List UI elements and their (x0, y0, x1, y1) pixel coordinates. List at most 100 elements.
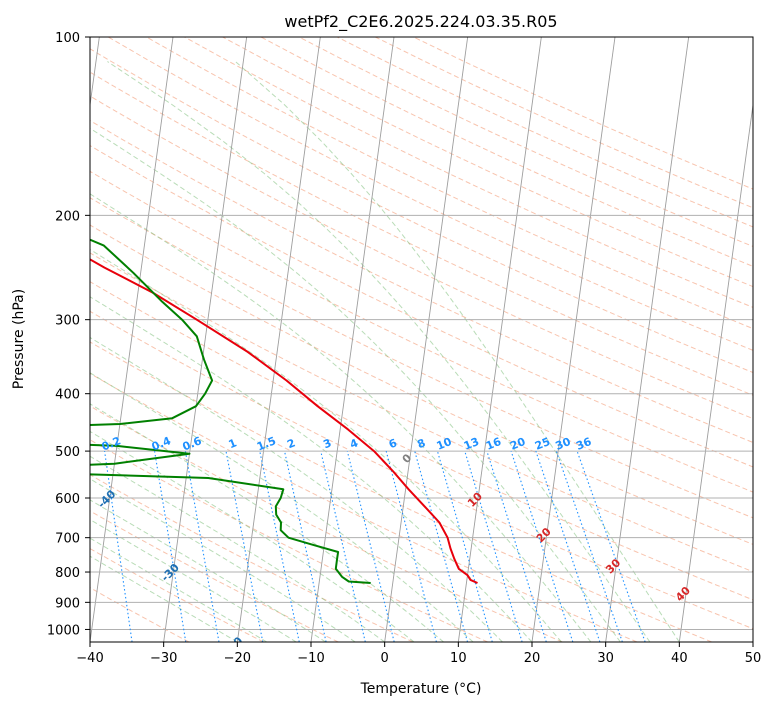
moist-adiabat (90, 127, 621, 642)
dewpoint-profile-line (90, 238, 371, 584)
moist-adiabat (90, 403, 444, 642)
line-label-layer: 0.10.20.40.611.52346810131620253036-100-… (32, 414, 693, 657)
dry-adiabat (90, 71, 753, 396)
mixing-ratio-line (104, 451, 133, 642)
dry-adiabat (90, 281, 753, 601)
x-tick-label: 0 (381, 651, 389, 666)
mixing-ratio-line (385, 450, 437, 642)
mixing-ratio-line (576, 450, 646, 642)
mixing-ratio-line (535, 450, 601, 642)
mixing-ratio-label: 36 (574, 435, 593, 453)
y-tick-label: 200 (55, 209, 80, 224)
background-lines (90, 37, 753, 642)
x-tick-label: −30 (150, 651, 177, 666)
dry-adiabat (375, 37, 753, 209)
isotherm-line (384, 37, 469, 642)
mixing-ratio-line (414, 450, 469, 642)
isotherm-line (90, 37, 174, 642)
isotherm-high-label: 40 (673, 584, 693, 604)
mixing-ratio-line (154, 451, 187, 642)
mixing-ratio-label: 8 (415, 436, 427, 451)
isotherm-label: -40 (95, 487, 118, 510)
y-tick-label: 800 (55, 566, 80, 581)
isotherm-line (605, 37, 690, 642)
x-tick-label: −20 (224, 651, 251, 666)
moist-adiabat (90, 555, 238, 642)
isotherm-line (90, 37, 100, 109)
dry-adiabat (90, 439, 488, 642)
dry-adiabat (90, 548, 264, 642)
y-tick-label: 100 (55, 31, 80, 46)
y-tick-label: 300 (55, 314, 80, 329)
plot-frame (89, 36, 754, 643)
dry-adiabat (90, 48, 753, 374)
mixing-ratio-label: 1 (227, 436, 239, 451)
dry-adiabat (90, 119, 753, 443)
x-tick-label: −10 (297, 651, 324, 666)
dry-adiabat (146, 37, 753, 330)
x-tick-label: 20 (524, 651, 541, 666)
y-axis-label: Pressure (hPa) (11, 289, 27, 389)
y-tick-label: 600 (55, 492, 80, 507)
mixing-ratio-line (555, 450, 623, 642)
x-tick-label: 30 (597, 651, 614, 666)
moist-adiabat (90, 455, 385, 642)
isotherm-high-label: 20 (534, 525, 554, 545)
isotherm-label: -50 (32, 414, 55, 437)
mixing-ratio-line (225, 450, 264, 642)
mixing-ratio-label: 13 (462, 435, 481, 453)
mixing-ratio-line (486, 450, 547, 642)
dry-adiabat (90, 474, 414, 642)
moist-adiabat (90, 430, 415, 642)
moist-adiabat (90, 296, 533, 642)
isotherm-line (752, 638, 753, 642)
moist-adiabat (107, 61, 651, 642)
moist-adiabat (90, 336, 503, 642)
moist-adiabat (90, 193, 592, 642)
mixing-ratio-label: 2 (285, 436, 297, 451)
x-tick-label: −40 (76, 651, 103, 666)
isotherm-line (163, 37, 248, 642)
dry-adiabat (90, 310, 753, 630)
dry-adiabat (90, 252, 753, 573)
mixing-ratio-line (346, 450, 395, 642)
chart-title: wetPf2_C2E6.2025.224.03.35.R05 (284, 12, 557, 32)
mixing-ratio-label: 16 (484, 435, 503, 453)
isotherm-line (531, 37, 616, 642)
moist-adiabat (90, 518, 297, 642)
y-tick-label: 700 (55, 532, 80, 547)
moist-adiabat (90, 537, 268, 642)
isotherm-line (310, 37, 395, 642)
dry-adiabat (90, 145, 753, 468)
moist-adiabat (90, 248, 562, 642)
x-axis-label: Temperature (°C) (360, 681, 482, 697)
y-tick-label: 500 (55, 445, 80, 460)
series-layer (90, 238, 478, 584)
mixing-ratio-label: 10 (435, 435, 454, 453)
dry-adiabat (336, 37, 753, 228)
mixing-ratio-line (283, 450, 327, 642)
isotherm-line (457, 37, 542, 642)
dry-adiabat (90, 405, 563, 642)
dry-adiabat (184, 37, 753, 308)
isotherm-line (678, 101, 753, 642)
y-tick-label: 900 (55, 596, 80, 611)
moist-adiabat (235, 61, 680, 642)
x-tick-label: 50 (745, 651, 762, 666)
dry-adiabat (90, 224, 753, 545)
temperature-profile-line (90, 258, 478, 584)
mixing-ratio-line (320, 450, 366, 642)
x-tick-label: 40 (671, 651, 688, 666)
isotherm-line (236, 37, 321, 642)
dry-adiabat (90, 341, 712, 642)
isotherm-label: -20 (222, 634, 245, 657)
moist-adiabat (90, 478, 356, 642)
dry-adiabat (90, 95, 753, 420)
y-tick-label: 400 (55, 388, 80, 403)
mixing-ratio-label: 30 (553, 435, 572, 453)
dry-adiabat (90, 372, 638, 642)
dry-adiabat (90, 170, 753, 493)
dry-adiabat (107, 37, 753, 351)
mixing-ratio-line (184, 451, 220, 642)
